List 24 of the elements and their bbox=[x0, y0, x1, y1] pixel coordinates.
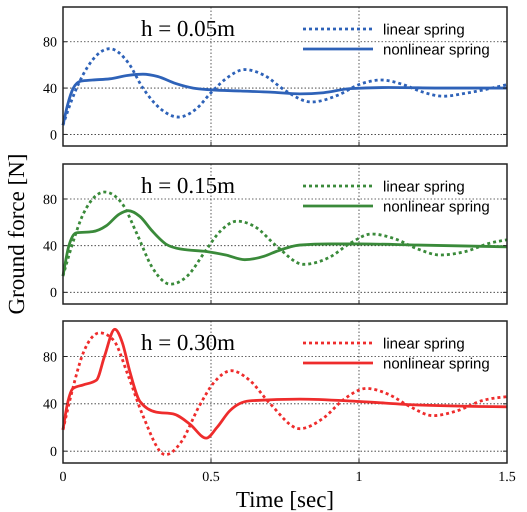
x-tick-label: 0 bbox=[60, 470, 66, 485]
legend-label: linear spring bbox=[383, 335, 465, 352]
y-tick-label: 80 bbox=[43, 350, 57, 366]
y-axis-title: Ground force [N] bbox=[4, 154, 29, 314]
y-tick-label: 80 bbox=[43, 192, 57, 208]
y-tick-label: 80 bbox=[43, 36, 57, 51]
chart-title: h = 0.30m bbox=[140, 330, 236, 355]
y-tick-label: 0 bbox=[50, 286, 57, 302]
legend-label: linear spring bbox=[383, 178, 465, 196]
y-tick-label: 40 bbox=[43, 240, 57, 255]
x-tick-label: 1.5 bbox=[498, 470, 516, 485]
legend-label: nonlinear spring bbox=[383, 41, 490, 58]
legend-label: linear spring bbox=[383, 21, 465, 38]
chart-title: h = 0.05m bbox=[140, 16, 236, 41]
x-tick-label: 1 bbox=[356, 470, 362, 485]
y-tick-label: 0 bbox=[50, 445, 57, 460]
x-tick-label: 0.5 bbox=[202, 470, 220, 485]
y-tick-label: 40 bbox=[43, 82, 57, 97]
x-axis-title: Time [sec] bbox=[236, 487, 334, 512]
legend-label: nonlinear spring bbox=[383, 198, 490, 216]
legend-label: nonlinear spring bbox=[383, 355, 490, 372]
y-tick-label: 40 bbox=[43, 398, 57, 413]
chart-title: h = 0.15m bbox=[140, 173, 236, 198]
y-tick-label: 0 bbox=[50, 128, 57, 144]
